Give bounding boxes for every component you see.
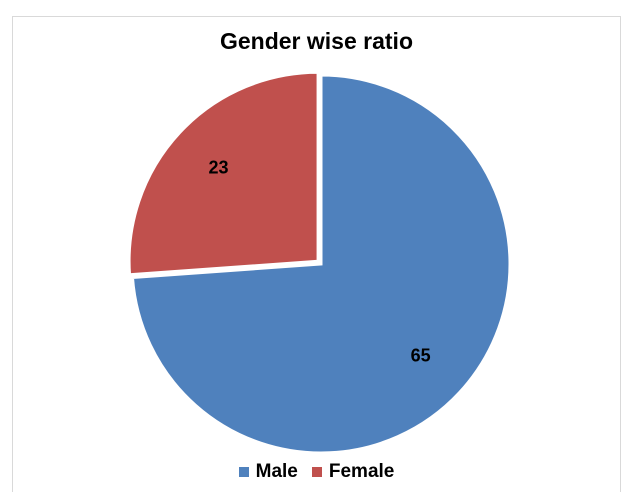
legend-label-male: Male <box>255 461 298 482</box>
pie-slice-female[interactable] <box>127 70 320 277</box>
legend-label-female: Female <box>328 461 395 482</box>
legend: Male Female <box>0 461 633 483</box>
legend-item-female[interactable]: Female <box>311 461 395 483</box>
data-label-male: 65 <box>411 345 431 365</box>
legend-swatch-male <box>238 467 249 477</box>
legend-swatch-female <box>311 467 322 477</box>
pie-slice-male[interactable] <box>130 73 512 455</box>
legend-item-male[interactable]: Male <box>238 461 298 483</box>
data-label-female: 23 <box>208 157 228 177</box>
chart-frame <box>12 16 621 492</box>
chart-title: Gender wise ratio <box>219 28 413 54</box>
